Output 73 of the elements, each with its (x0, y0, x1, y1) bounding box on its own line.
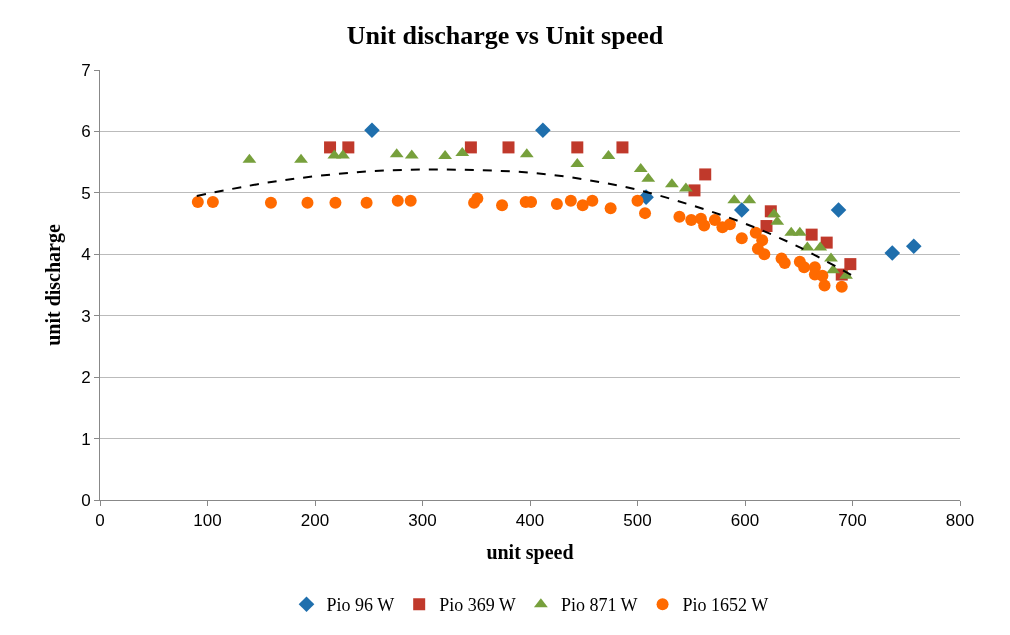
point (391, 194, 404, 207)
point (604, 202, 617, 215)
legend-label: Pio 369 W (439, 595, 516, 616)
point (336, 149, 350, 159)
point (816, 269, 829, 282)
y-tick-label: 6 (81, 122, 91, 142)
point (767, 208, 781, 218)
y-tick-label: 7 (81, 60, 91, 80)
x-tick-label: 800 (945, 511, 975, 531)
point (206, 196, 219, 209)
point (639, 207, 652, 220)
point (631, 194, 644, 207)
x-tick-label: 600 (730, 511, 760, 531)
point (835, 280, 848, 293)
point (818, 279, 831, 292)
point (471, 192, 484, 205)
point (830, 202, 847, 218)
point (723, 218, 736, 231)
point (616, 141, 629, 154)
point (571, 141, 584, 154)
legend-label: Pio 1652 W (682, 595, 769, 616)
point (464, 141, 477, 154)
x-tick-label: 400 (515, 511, 545, 531)
point (342, 141, 355, 154)
point (798, 261, 811, 274)
point (360, 196, 373, 209)
point (673, 210, 686, 223)
legend-label: Pio 96 W (326, 595, 395, 616)
point (324, 141, 337, 154)
point (760, 220, 773, 233)
point (824, 252, 838, 262)
point (550, 197, 563, 210)
y-tick-label: 4 (81, 245, 91, 265)
point (502, 141, 515, 154)
point (586, 194, 599, 207)
x-tick-label: 300 (408, 511, 437, 531)
y-tick-label: 0 (81, 490, 91, 510)
point (749, 226, 762, 239)
point (699, 168, 712, 181)
x-axis-title: unit speed (486, 540, 574, 564)
point (778, 256, 791, 269)
point (294, 153, 308, 163)
y-tick-label: 3 (81, 306, 91, 326)
x-tick-label: 700 (838, 511, 867, 531)
point (698, 219, 711, 232)
y-tick-label: 5 (81, 183, 91, 203)
point (905, 238, 922, 255)
point (191, 196, 204, 209)
x-tick-label: 100 (193, 511, 222, 531)
point (404, 194, 417, 207)
point (735, 232, 748, 245)
x-tick-label: 0 (95, 511, 105, 531)
point (708, 213, 721, 226)
point (264, 196, 277, 209)
x-tick-label: 200 (300, 511, 330, 531)
point (844, 258, 857, 271)
point (535, 122, 551, 138)
point (301, 196, 314, 209)
chart-title: Unit discharge vs Unit speed (346, 20, 664, 50)
y-tick-label: 1 (81, 429, 91, 449)
y-axis-title: unit discharge (41, 224, 65, 346)
point (496, 199, 509, 212)
point (805, 228, 818, 241)
x-tick-label: 500 (623, 511, 652, 531)
point (576, 199, 589, 212)
y-tick-label: 2 (81, 368, 91, 388)
point (758, 248, 771, 261)
point (364, 122, 380, 138)
point (884, 245, 901, 261)
legend-label: Pio 871 W (560, 595, 638, 616)
point (733, 202, 750, 218)
point (329, 196, 342, 209)
point (564, 194, 577, 207)
